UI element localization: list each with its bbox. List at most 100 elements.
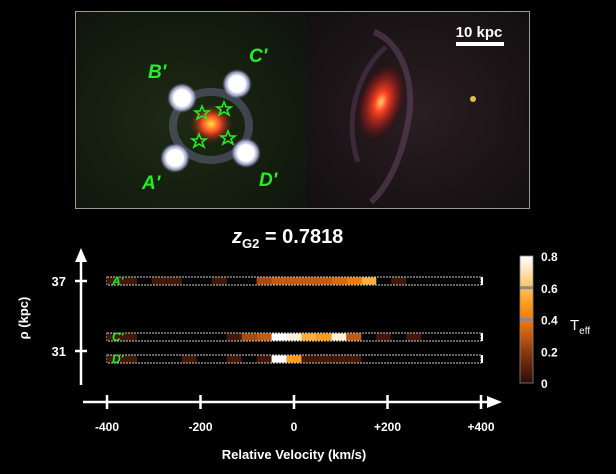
colorbar-segment xyxy=(520,332,533,335)
heatmap-cell xyxy=(151,277,167,285)
colorbar-segment xyxy=(520,349,533,352)
heatmap-cell xyxy=(316,355,332,363)
colorbar-segment xyxy=(520,294,533,297)
heatmap-cell xyxy=(331,277,347,285)
y-tick-label: 31 xyxy=(52,344,66,359)
colorbar-segment xyxy=(520,357,533,361)
colorbar-segment xyxy=(520,347,533,350)
colorbar-segment xyxy=(520,334,533,337)
redshift-symbol: z xyxy=(232,226,242,248)
x-tick-label: -400 xyxy=(95,420,119,434)
heatmap-cell xyxy=(271,355,287,363)
row-label: A' xyxy=(111,274,125,288)
colorbar-tick-label: 0.2 xyxy=(541,345,558,359)
heatmap-cell xyxy=(107,277,122,285)
colorbar-tick-label: 0 xyxy=(541,377,548,391)
heatmap-cell xyxy=(226,355,242,363)
colorbar-segment xyxy=(520,298,533,301)
colorbar-segment xyxy=(520,376,533,380)
colorbar-segment xyxy=(520,330,533,333)
heatmap-cell xyxy=(301,355,317,363)
colorbar-mark xyxy=(520,318,533,321)
colorbar-tick-label: 0.4 xyxy=(541,314,558,328)
heatmap-cell xyxy=(256,355,272,363)
heatmap-cell xyxy=(346,333,362,341)
colorbar-segment xyxy=(520,306,533,310)
heatmap-cell xyxy=(346,277,362,285)
colorbar-segment xyxy=(520,355,533,359)
colorbar-segment xyxy=(520,340,533,344)
image-label-c: C' xyxy=(249,46,269,67)
colorbar-segment xyxy=(520,353,533,356)
colorbar-segment xyxy=(520,311,533,314)
scale-bar xyxy=(456,42,504,46)
heatmap-cell xyxy=(286,355,302,363)
spiral-arm xyxy=(368,29,414,205)
colorbar-segment xyxy=(520,262,533,265)
colorbar-segment xyxy=(520,256,533,259)
colorbar-mark xyxy=(520,286,533,290)
heatmap-cell xyxy=(271,277,287,285)
colorbar-segment xyxy=(520,313,533,316)
x-tick-label: -200 xyxy=(188,420,212,434)
colorbar-segment xyxy=(520,372,533,376)
x-axis-arrowhead xyxy=(487,396,502,408)
colorbar-segment xyxy=(520,380,533,384)
x-tick-label: +400 xyxy=(467,420,494,434)
heatmap-cell xyxy=(211,277,227,285)
heatmap-cell xyxy=(361,277,377,285)
heatmap-cell xyxy=(107,333,122,341)
einstein-ring xyxy=(169,88,253,164)
image-label-d: D' xyxy=(259,170,279,191)
colorbar-segment xyxy=(520,366,533,369)
heatmap-cell xyxy=(121,355,137,363)
scale-bar-label: 10 kpc xyxy=(456,24,503,41)
colorbar-label-subscript: eff xyxy=(579,326,590,337)
colorbar-segment xyxy=(520,300,533,304)
heatmap-cell xyxy=(256,333,272,341)
quasar-image-d xyxy=(231,138,261,168)
heatmap-cell xyxy=(256,277,272,285)
heatmap-cell xyxy=(181,355,197,363)
image-label-b: B' xyxy=(148,62,168,83)
image-label-a: A' xyxy=(141,173,162,194)
heatmap-cell xyxy=(391,277,407,285)
colorbar-segment xyxy=(520,344,533,348)
colorbar-label: Teff xyxy=(570,317,590,337)
star-icon xyxy=(218,128,238,146)
foreground-galaxy xyxy=(354,61,408,143)
colorbar-segment xyxy=(520,304,533,308)
heatmap-cell xyxy=(241,333,257,341)
colorbar-segment xyxy=(520,361,533,365)
colorbar-segment xyxy=(520,368,533,371)
row-label: C' xyxy=(112,330,125,344)
heatmap-cell xyxy=(226,333,242,341)
colorbar-segment xyxy=(520,378,533,382)
colorbar-segment xyxy=(520,270,533,274)
colorbar-segment xyxy=(520,296,533,299)
colorbar-segment xyxy=(520,264,533,268)
lensed-galaxy-image-panel: B' C' A' D' 10 kpc xyxy=(75,11,530,209)
y-tick-label: 37 xyxy=(52,274,66,289)
quasar-image-b xyxy=(167,83,197,113)
heatmap-cell xyxy=(107,355,122,363)
colorbar-segment xyxy=(520,260,533,263)
colorbar-segment xyxy=(520,266,533,270)
colorbar-segment xyxy=(520,275,533,278)
heatmap-cell xyxy=(316,277,332,285)
colorbar-segment xyxy=(520,268,533,272)
heatmap-cell xyxy=(331,355,347,363)
heatmap-cell xyxy=(286,333,302,341)
colorbar-segment xyxy=(520,327,533,331)
star-icon xyxy=(192,103,212,121)
colorbar-segment xyxy=(520,281,533,285)
heatmap-cell xyxy=(406,333,422,341)
colorbar-segment xyxy=(520,325,533,329)
colorbar-segment xyxy=(520,323,533,327)
redshift-label: zG2 = 0.7818 xyxy=(232,226,343,251)
heatmap-cell xyxy=(301,277,317,285)
colorbar-segment xyxy=(520,277,533,280)
colorbar-segment xyxy=(520,370,533,373)
colorbar-segment xyxy=(520,258,533,261)
